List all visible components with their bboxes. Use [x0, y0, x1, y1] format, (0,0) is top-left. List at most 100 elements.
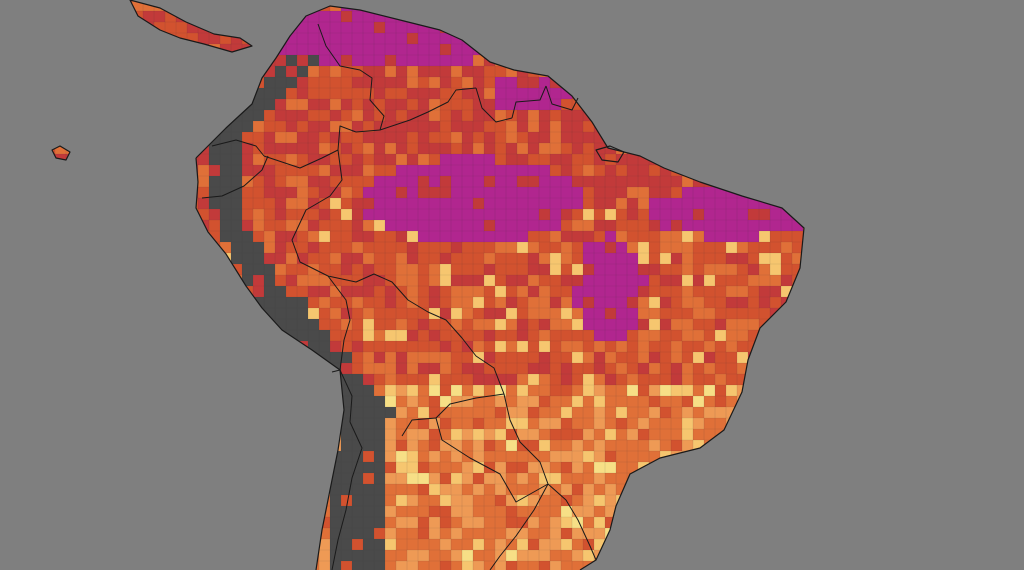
- grid-cell: [715, 319, 726, 330]
- grid-cell: [506, 407, 517, 418]
- grid-cell: [396, 308, 407, 319]
- grid-cell: [770, 286, 781, 297]
- grid-cell: [264, 77, 275, 88]
- grid-cell: [429, 539, 440, 550]
- grid-cell: [462, 517, 473, 528]
- grid-cell: [396, 396, 407, 407]
- grid-cell: [363, 495, 374, 506]
- grid-cell: [396, 77, 407, 88]
- grid-cell: [418, 539, 429, 550]
- grid-cell: [374, 253, 385, 264]
- grid-cell: [374, 209, 385, 220]
- grid-cell: [429, 473, 440, 484]
- grid-cell: [407, 429, 418, 440]
- grid-cell: [484, 451, 495, 462]
- grid-cell: [682, 363, 693, 374]
- grid-cell: [253, 132, 264, 143]
- grid-cell: [407, 341, 418, 352]
- grid-cell: [374, 22, 385, 33]
- grid-cell: [231, 143, 242, 154]
- grid-cell: [440, 440, 451, 451]
- grid-cell: [330, 55, 341, 66]
- grid-cell: [429, 341, 440, 352]
- grid-cell: [583, 429, 594, 440]
- grid-cell: [737, 253, 748, 264]
- grid-cell: [792, 231, 803, 242]
- grid-cell: [352, 143, 363, 154]
- grid-cell: [319, 77, 330, 88]
- grid-cell: [495, 77, 506, 88]
- grid-cell: [407, 121, 418, 132]
- grid-cell: [484, 528, 495, 539]
- grid-cell: [671, 396, 682, 407]
- grid-cell: [660, 385, 671, 396]
- grid-cell: [396, 473, 407, 484]
- grid-cell: [660, 220, 671, 231]
- grid-cell: [308, 319, 319, 330]
- grid-cell: [429, 44, 440, 55]
- grid-cell: [396, 88, 407, 99]
- grid-cell: [495, 154, 506, 165]
- grid-cell: [297, 286, 308, 297]
- grid-cell: [561, 539, 572, 550]
- grid-cell: [418, 99, 429, 110]
- grid-cell: [506, 297, 517, 308]
- grid-cell: [352, 297, 363, 308]
- grid-cell: [330, 286, 341, 297]
- grid-cell: [363, 374, 374, 385]
- grid-cell: [451, 440, 462, 451]
- grid-cell: [275, 154, 286, 165]
- grid-cell: [462, 187, 473, 198]
- grid-cell: [572, 440, 583, 451]
- grid-cell: [330, 539, 341, 550]
- grid-cell: [407, 44, 418, 55]
- grid-cell: [374, 330, 385, 341]
- grid-cell: [605, 176, 616, 187]
- grid-cell: [616, 187, 627, 198]
- grid-cell: [737, 275, 748, 286]
- grid-cell: [506, 264, 517, 275]
- grid-cell: [286, 275, 297, 286]
- grid-cell: [726, 264, 737, 275]
- grid-cell: [330, 495, 341, 506]
- grid-cell: [440, 319, 451, 330]
- grid-cell: [715, 341, 726, 352]
- grid-cell: [352, 352, 363, 363]
- grid-cell: [187, 33, 198, 44]
- grid-cell: [638, 319, 649, 330]
- grid-cell: [550, 132, 561, 143]
- grid-cell: [440, 44, 451, 55]
- grid-cell: [396, 209, 407, 220]
- grid-cell: [363, 154, 374, 165]
- grid-cell: [220, 132, 231, 143]
- grid-cell: [440, 451, 451, 462]
- grid-cell: [440, 209, 451, 220]
- grid-cell: [682, 418, 693, 429]
- grid-cell: [682, 319, 693, 330]
- grid-cell: [561, 550, 572, 561]
- grid-cell: [462, 231, 473, 242]
- grid-cell: [341, 165, 352, 176]
- grid-cell: [605, 341, 616, 352]
- grid-cell: [726, 242, 737, 253]
- grid-cell: [528, 242, 539, 253]
- grid-cell: [759, 286, 770, 297]
- grid-cell: [440, 429, 451, 440]
- grid-cell: [528, 561, 539, 570]
- grid-cell: [583, 517, 594, 528]
- grid-cell: [286, 110, 297, 121]
- grid-cell: [451, 165, 462, 176]
- grid-cell: [693, 330, 704, 341]
- grid-cell: [671, 429, 682, 440]
- grid-cell: [715, 374, 726, 385]
- grid-cell: [605, 517, 616, 528]
- grid-cell: [473, 198, 484, 209]
- grid-cell: [550, 264, 561, 275]
- grid-cell: [528, 209, 539, 220]
- grid-cell: [198, 176, 209, 187]
- grid-cell: [330, 11, 341, 22]
- grid-cell: [264, 198, 275, 209]
- grid-cell: [495, 198, 506, 209]
